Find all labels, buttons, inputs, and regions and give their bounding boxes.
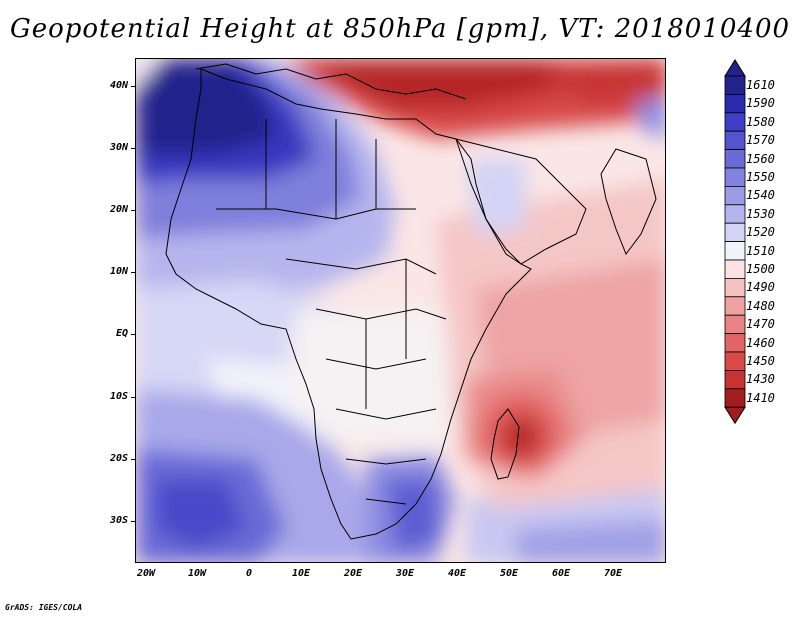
- x-label-10e: 10E: [291, 568, 311, 579]
- colorbar-swatch: [724, 112, 746, 132]
- colorbar-swatch: [724, 296, 746, 316]
- colorbar-level-label: 1540: [746, 188, 775, 203]
- colorbar-level-label: 1510: [746, 243, 775, 258]
- colorbar-level-label: 1460: [746, 335, 775, 350]
- y-label-20n: 20N: [109, 204, 128, 215]
- colorbar-level-label: 1430: [746, 372, 775, 387]
- colorbar-swatch: [724, 149, 746, 169]
- colorbar-level-label: 1560: [746, 151, 775, 166]
- x-label-50e: 50E: [499, 568, 519, 579]
- y-tick: [131, 86, 135, 87]
- colorbar-swatch: [724, 351, 746, 371]
- x-label-40e: 40E: [447, 568, 467, 579]
- x-label-60e: 60E: [551, 568, 571, 579]
- x-label-20e: 20E: [343, 568, 363, 579]
- y-label-20s: 20S: [109, 453, 128, 464]
- colorbar-swatch: [724, 369, 746, 390]
- colorbar-swatch: [724, 222, 746, 242]
- y-tick: [131, 272, 135, 273]
- y-label-10n: 10N: [109, 266, 128, 277]
- y-label-30n: 30N: [109, 142, 128, 153]
- colorbar-level-label: 1490: [746, 280, 775, 295]
- colorbar-swatch: [724, 185, 746, 206]
- y-tick: [131, 148, 135, 149]
- colorbar-level-label: 1470: [746, 317, 775, 332]
- y-tick: [131, 210, 135, 211]
- colorbar-swatch: [724, 94, 746, 114]
- colorbar-level-label: 1500: [746, 262, 775, 276]
- colorbar-level-label: 1410: [746, 390, 775, 405]
- colorbar-cap-top: [724, 59, 746, 77]
- x-label-10w: 10W: [187, 568, 207, 579]
- y-label-10s: 10S: [109, 391, 128, 402]
- colorbar-swatch: [724, 204, 746, 224]
- colorbar-swatch: [724, 333, 746, 353]
- y-label-40n: 40N: [109, 80, 128, 91]
- grads-credit: GrADS: IGES/COLA: [5, 603, 83, 612]
- x-label-20w: 20W: [136, 568, 156, 579]
- y-tick: [131, 397, 135, 398]
- colorbar-swatch: [724, 314, 746, 335]
- colorbar-level-label: 1530: [746, 206, 775, 221]
- map-area: [135, 58, 666, 563]
- map-title: Geopotential Height at 850hPa [gpm], VT:…: [9, 14, 791, 44]
- y-tick: [131, 459, 135, 460]
- colorbar: [724, 59, 746, 425]
- colorbar-level-label: 1570: [746, 133, 775, 148]
- colorbar-swatch: [724, 259, 746, 279]
- colorbar-level-label: 1550: [746, 170, 775, 184]
- y-label-30s: 30S: [109, 515, 128, 526]
- colorbar-level-label: 1520: [746, 225, 775, 240]
- colorbar-swatch: [724, 241, 746, 261]
- colorbar-level-label: 1610: [746, 78, 775, 92]
- contour-map: [136, 59, 665, 562]
- colorbar-level-label: 1580: [746, 114, 775, 129]
- coastlines: [165, 63, 657, 540]
- colorbar-swatch: [724, 75, 746, 95]
- colorbar-level-label: 1480: [746, 298, 775, 313]
- colorbar-level-label: 1590: [746, 96, 775, 111]
- y-tick: [131, 334, 135, 335]
- colorbar-swatch: [724, 167, 746, 187]
- colorbar-swatch: [724, 277, 746, 298]
- colorbar-swatch: [724, 130, 746, 150]
- y-tick: [131, 521, 135, 522]
- x-label-30e: 30E: [395, 568, 415, 579]
- x-label-0: 0: [245, 568, 253, 579]
- colorbar-level-label: 1450: [746, 354, 775, 368]
- colorbar-swatch: [724, 388, 746, 408]
- x-label-70e: 70E: [603, 568, 623, 579]
- colorbar-cap-bottom: [724, 406, 746, 425]
- y-label-eq: EQ: [115, 328, 128, 339]
